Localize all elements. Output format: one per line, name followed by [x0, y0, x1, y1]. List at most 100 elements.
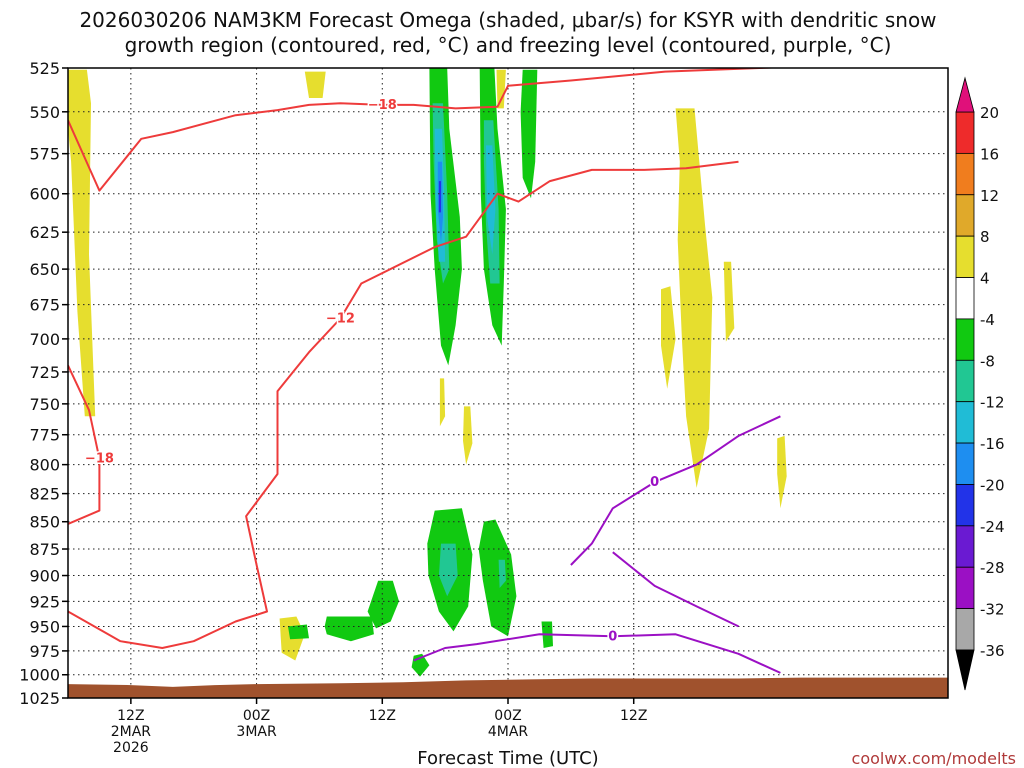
- colorbar-bin--12: [955, 359, 975, 403]
- y-axis: 525 550 575 600 625 650 675 700 725 750 775 800 825 8…: [19, 59, 68, 708]
- omega-region-7: [777, 435, 787, 509]
- colorbar-label-12: -32: [980, 601, 1005, 619]
- colorbar-bin--20: [955, 442, 975, 485]
- y-tick-label-800: 800: [29, 456, 60, 475]
- x-tick-label-18-1: 3MAR: [236, 724, 277, 740]
- chart-title-line-2: growth region (contoured, red, °C) and f…: [125, 33, 892, 57]
- colorbar-label-6: -8: [980, 352, 995, 370]
- x-tick-label-42-1: 4MAR: [488, 724, 529, 740]
- y-tick-label-1000: 1000: [19, 666, 60, 685]
- y-tick-label-875: 875: [29, 540, 60, 559]
- colorbar-label-5: -4: [980, 311, 995, 329]
- colorbar-bin--28: [955, 525, 975, 568]
- x-tick-label-30-0: 12Z: [369, 708, 396, 724]
- y-tick-label-825: 825: [29, 485, 60, 504]
- grid: [68, 68, 948, 698]
- y-tick-label-750: 750: [29, 395, 60, 414]
- contour-line-1: [68, 160, 739, 649]
- terrain: [68, 677, 948, 698]
- colorbar-label-1: 16: [980, 145, 999, 163]
- omega-region-4: [675, 108, 713, 488]
- omega-region-17: [288, 624, 309, 640]
- y-tick-label-725: 725: [29, 363, 60, 382]
- contour-label-2: −18: [85, 452, 114, 467]
- contour-line-2: [68, 364, 101, 525]
- y-tick-label-700: 700: [29, 330, 60, 349]
- contour-line-4: [413, 633, 781, 674]
- contour-label-1: −12: [326, 311, 355, 326]
- y-tick-label-525: 525: [29, 59, 60, 78]
- colorbar-bin--32: [955, 566, 975, 610]
- y-tick-label-775: 775: [29, 426, 60, 445]
- contour-line-3: [570, 415, 781, 566]
- omega-region-22: [438, 543, 458, 597]
- colorbar-label-11: -28: [980, 559, 1005, 577]
- x-tick-label-6-0: 12Z: [117, 708, 144, 724]
- colorbar: 20 16 12 8 4 -4 -8 -12 -16 -20 -24 -28 -32 -36: [955, 76, 1005, 691]
- x-tick-label-6-2: 2026: [113, 740, 149, 756]
- contour-label-4: 0: [608, 629, 617, 644]
- colorbar-label-8: -16: [980, 435, 1005, 453]
- colorbar-bin-4: [955, 235, 975, 278]
- omega-region-0: [68, 69, 96, 417]
- contour-label-0: −18: [368, 98, 397, 113]
- colorbar-label-7: -12: [980, 394, 1005, 412]
- omega-region-1: [304, 71, 326, 98]
- y-tick-label-550: 550: [29, 103, 60, 122]
- colorbar-under-arrow: [955, 649, 975, 691]
- terrain-surface: [68, 677, 948, 698]
- contour-line-5: [612, 551, 739, 628]
- omega-region-23: [498, 559, 506, 588]
- colorbar-label-10: -24: [980, 518, 1005, 536]
- y-tick-label-650: 650: [29, 260, 60, 279]
- watermark: coolwx.com/modelts: [852, 749, 1016, 768]
- y-tick-label-675: 675: [29, 296, 60, 315]
- colorbar-bin-8: [955, 194, 975, 237]
- omega-region-16: [324, 616, 374, 642]
- y-tick-label-975: 975: [29, 642, 60, 661]
- x-axis-label: Forecast Time (UTC): [417, 748, 598, 768]
- y-tick-label-1025: 1025: [19, 689, 60, 708]
- omega-region-3: [496, 69, 506, 109]
- y-tick-label-625: 625: [29, 223, 60, 242]
- y-tick-label-600: 600: [29, 185, 60, 204]
- colorbar-bin--4: [955, 277, 975, 320]
- x-tick-label-18-0: 00Z: [243, 708, 270, 724]
- colorbar-bin--24: [955, 484, 975, 527]
- omega-region-5: [661, 286, 676, 389]
- colorbar-label-0: 20: [980, 104, 999, 122]
- colorbar-over-arrow: [955, 76, 975, 113]
- x-tick-label-6-1: 2MAR: [111, 724, 152, 740]
- omega-region-12: [520, 69, 538, 199]
- colorbar-bin--36: [955, 608, 975, 651]
- x-tick-label-42-0: 00Z: [494, 708, 521, 724]
- y-tick-label-950: 950: [29, 617, 60, 636]
- omega-region-27: [438, 181, 441, 213]
- colorbar-bin--8: [955, 318, 975, 361]
- omega-region-8: [439, 378, 446, 427]
- y-tick-label-900: 900: [29, 567, 60, 586]
- omega-shading: [68, 68, 787, 677]
- omega-region-25: [486, 145, 496, 255]
- omega-region-14: [478, 519, 517, 637]
- colorbar-label-13: -36: [980, 642, 1005, 660]
- omega-region-15: [367, 580, 399, 629]
- y-tick-label-850: 850: [29, 513, 60, 532]
- omega-region-9: [463, 406, 473, 465]
- temperature-contours: −18 −12 −18 0 0: [68, 68, 786, 674]
- contour-label-3: 0: [650, 475, 659, 490]
- y-tick-label-575: 575: [29, 145, 60, 164]
- y-tick-label-925: 925: [29, 592, 60, 611]
- colorbar-label-2: 12: [980, 187, 999, 205]
- colorbar-label-9: -20: [980, 476, 1005, 494]
- colorbar-bin-16: [955, 111, 975, 154]
- x-tick-label-54-0: 12Z: [620, 708, 647, 724]
- omega-region-6: [723, 261, 735, 342]
- colorbar-bin--16: [955, 401, 975, 444]
- chart-title-line-1: 2026030206 NAM3KM Forecast Omega (shaded…: [79, 8, 936, 32]
- colorbar-label-3: 8: [980, 228, 990, 246]
- contour-line-0: [68, 68, 786, 192]
- colorbar-label-4: 4: [980, 270, 990, 288]
